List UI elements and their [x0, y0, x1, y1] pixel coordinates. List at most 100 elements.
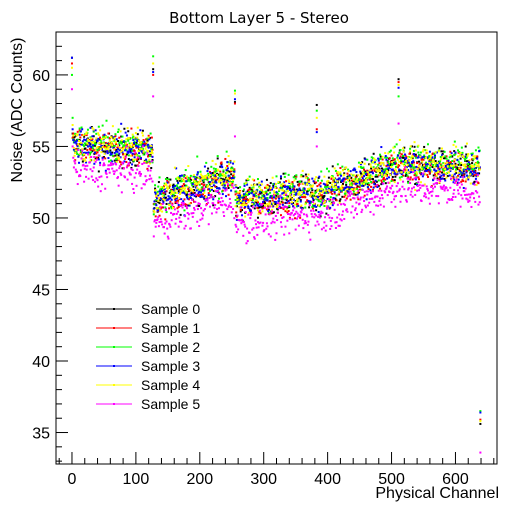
data-point: [226, 167, 229, 170]
data-point: [79, 141, 82, 144]
data-point: [354, 168, 357, 171]
data-point: [103, 152, 106, 155]
data-point: [286, 219, 289, 222]
data-point: [465, 160, 468, 163]
data-point: [353, 187, 356, 190]
data-point: [425, 196, 428, 199]
data-point: [85, 140, 88, 143]
data-point: [280, 184, 283, 187]
data-point: [284, 172, 287, 175]
data-point: [399, 149, 402, 151]
data-point: [472, 155, 475, 158]
data-point: [458, 150, 461, 153]
data-point: [344, 199, 347, 202]
data-point: [364, 158, 367, 161]
data-point: [449, 186, 452, 189]
data-point: [389, 187, 392, 190]
data-point: [150, 160, 153, 163]
data-point: [295, 205, 298, 208]
data-point: [149, 152, 152, 155]
data-point: [95, 137, 98, 140]
data-point: [309, 200, 312, 203]
data-point: [402, 150, 405, 153]
data-point: [193, 174, 196, 177]
data-point: [182, 203, 185, 206]
data-point: [117, 184, 120, 187]
data-point: [363, 162, 366, 165]
data-point: [422, 148, 425, 151]
data-point: [370, 159, 373, 162]
data-point: [260, 191, 263, 194]
data-point: [128, 147, 131, 150]
data-point: [81, 133, 84, 136]
data-point: [84, 139, 87, 142]
data-point: [278, 207, 281, 209]
data-point: [148, 138, 151, 141]
data-point: [159, 192, 162, 195]
data-point: [85, 131, 88, 134]
data-point: [244, 225, 247, 228]
data-point: [140, 173, 142, 176]
data-point: [256, 206, 259, 209]
data-point: [333, 167, 336, 170]
data-point: [107, 164, 110, 167]
data-point: [437, 172, 440, 175]
data-point: [328, 200, 331, 203]
data-point: [442, 171, 445, 174]
data-point: [288, 206, 291, 209]
data-point: [393, 151, 396, 154]
data-point: [178, 196, 181, 199]
data-point: [154, 189, 157, 192]
data-point: [76, 145, 79, 148]
data-point: [321, 195, 324, 198]
data-point: [70, 62, 73, 65]
data-point: [347, 177, 350, 180]
data-point: [109, 149, 112, 152]
data-point: [192, 212, 195, 215]
data-point: [373, 159, 376, 162]
data-point: [366, 186, 369, 189]
data-point: [186, 196, 189, 199]
data-point: [70, 66, 73, 69]
data-point: [261, 206, 264, 209]
data-point: [327, 214, 330, 217]
data-point: [467, 153, 470, 155]
data-point: [374, 179, 377, 182]
data-point: [274, 203, 277, 206]
data-point: [163, 199, 166, 202]
data-point: [221, 193, 224, 196]
data-point: [195, 184, 198, 187]
data-point: [209, 186, 212, 189]
data-point: [392, 146, 395, 149]
data-point: [102, 137, 105, 140]
data-point: [217, 169, 220, 172]
data-point: [228, 178, 231, 181]
data-point: [97, 134, 100, 137]
data-point: [356, 186, 359, 189]
data-point: [269, 235, 272, 238]
data-point: [247, 189, 250, 192]
data-point: [295, 210, 298, 213]
y-tick-label: 60: [32, 68, 50, 85]
data-point: [409, 150, 412, 153]
data-point: [188, 204, 191, 207]
data-point: [225, 172, 228, 175]
data-point: [205, 184, 208, 187]
data-point: [446, 160, 449, 163]
data-point: [248, 231, 251, 234]
data-point: [111, 125, 114, 128]
data-point: [269, 202, 272, 205]
data-point: [285, 208, 288, 211]
series-points-1: [70, 62, 482, 421]
data-point: [382, 180, 385, 183]
data-point: [453, 173, 456, 176]
data-point: [441, 147, 444, 150]
data-point: [322, 201, 325, 204]
data-point: [317, 204, 320, 207]
data-point: [148, 174, 151, 177]
data-point: [212, 174, 215, 177]
data-point: [231, 182, 234, 185]
data-point: [471, 168, 474, 171]
data-point: [358, 185, 361, 188]
data-point: [123, 127, 126, 130]
